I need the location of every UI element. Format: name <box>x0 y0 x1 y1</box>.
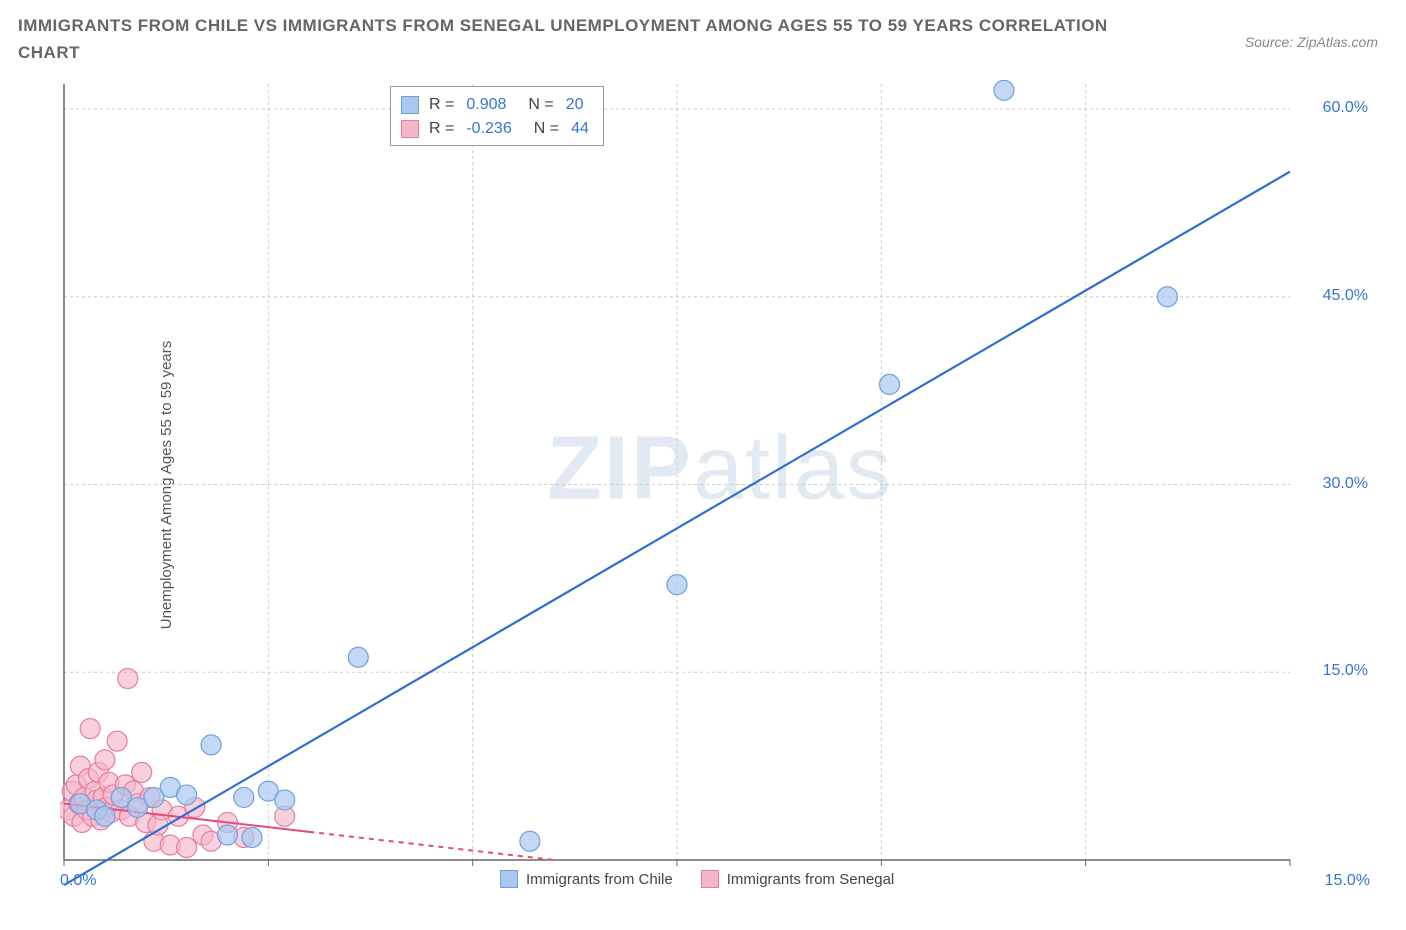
correlation-stats-box: R = 0.908 N = 20 R = -0.236 N = 44 <box>390 86 604 146</box>
y-tick-label: 45.0% <box>1323 287 1368 305</box>
n-label: N = <box>534 117 559 141</box>
chart-title: IMMIGRANTS FROM CHILE VS IMMIGRANTS FROM… <box>18 12 1118 66</box>
r-label: R = <box>429 117 454 141</box>
chart-container: Unemployment Among Ages 55 to 59 years Z… <box>60 80 1380 890</box>
legend-item-chile: Immigrants from Chile <box>500 870 673 888</box>
legend-label-chile: Immigrants from Chile <box>526 871 673 888</box>
source-attribution: Source: ZipAtlas.com <box>1245 34 1378 50</box>
stats-row-senegal: R = -0.236 N = 44 <box>401 117 589 141</box>
legend: Immigrants from Chile Immigrants from Se… <box>500 870 894 888</box>
legend-item-senegal: Immigrants from Senegal <box>701 870 895 888</box>
x-axis-min-label: 0.0% <box>60 872 96 890</box>
n-value-chile: 20 <box>566 93 584 117</box>
r-label: R = <box>429 93 454 117</box>
n-label: N = <box>528 93 553 117</box>
swatch-chile <box>401 96 419 114</box>
r-value-chile: 0.908 <box>466 93 506 117</box>
r-value-senegal: -0.236 <box>466 117 511 141</box>
legend-swatch-senegal <box>701 870 719 888</box>
n-value-senegal: 44 <box>571 117 589 141</box>
stats-row-chile: R = 0.908 N = 20 <box>401 93 589 117</box>
scatter-plot <box>60 80 1380 890</box>
y-tick-label: 15.0% <box>1323 662 1368 680</box>
legend-label-senegal: Immigrants from Senegal <box>727 871 895 888</box>
swatch-senegal <box>401 120 419 138</box>
y-tick-label: 30.0% <box>1323 475 1368 493</box>
y-tick-label: 60.0% <box>1323 99 1368 117</box>
x-axis-max-label: 15.0% <box>1325 872 1370 890</box>
legend-swatch-chile <box>500 870 518 888</box>
